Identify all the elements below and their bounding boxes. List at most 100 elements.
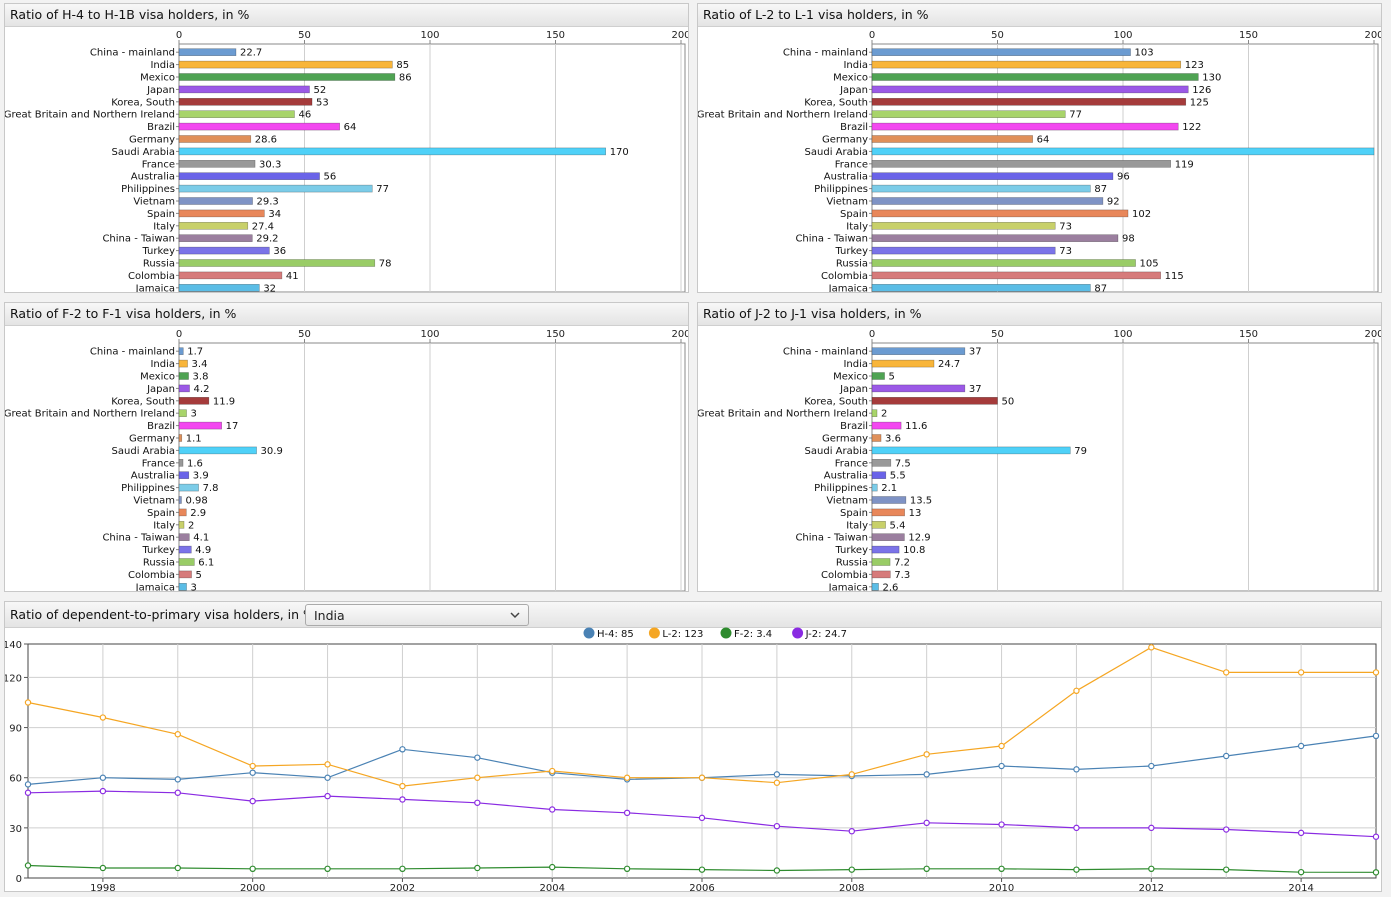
- data-point: [773, 779, 781, 786]
- country-select[interactable]: India: [305, 604, 529, 626]
- data-point: [1073, 766, 1080, 773]
- bar: [871, 160, 1171, 168]
- chart-title: Ratio of L-2 to L-1 visa holders, in %: [703, 7, 929, 22]
- plot-frame: [178, 43, 686, 292]
- data-label: 79: [1074, 446, 1087, 457]
- category-label: Saudi Arabia: [805, 446, 868, 457]
- data-point: [1297, 669, 1305, 676]
- bar: [178, 147, 607, 156]
- category-label: Saudi Arabia: [112, 147, 175, 158]
- bar: [871, 570, 891, 579]
- data-label: 10.8: [903, 545, 925, 556]
- x-tick-label: 150: [546, 30, 565, 41]
- data-label: 78: [379, 259, 392, 270]
- category-label: Germany: [822, 135, 868, 146]
- bar: [178, 172, 320, 180]
- data-label: 34: [268, 209, 281, 220]
- plot-frame: [871, 43, 1379, 292]
- legend-label: F-2: 3.4: [734, 629, 772, 640]
- data-point: [324, 865, 331, 873]
- data-point: [998, 865, 1005, 873]
- data-label: 4.2: [194, 384, 210, 395]
- f2-bar-chart: 0 50 100 150 200 China - mainland 1.7 India 3.4 M…: [5, 329, 688, 591]
- data-label: 5: [889, 372, 895, 383]
- bar: [178, 184, 373, 193]
- data-point: [623, 809, 631, 817]
- x-tick-label: 2010: [989, 883, 1014, 891]
- data-point: [698, 814, 706, 822]
- chevron-down-icon: [510, 612, 520, 619]
- chart-title: Ratio of dependent-to-primary visa holde…: [10, 607, 315, 622]
- x-tick-label: 200: [671, 30, 688, 41]
- x-tick-label: 2012: [1139, 883, 1164, 891]
- category-label: Saudi Arabia: [112, 446, 175, 457]
- category-label: Turkey: [834, 545, 868, 556]
- data-point: [549, 863, 556, 871]
- category-label: Colombia: [128, 570, 175, 581]
- category-label: Jamaica: [828, 283, 868, 292]
- category-label: China - Taiwan: [102, 533, 175, 544]
- data-label: 77: [1069, 110, 1082, 121]
- data-label: 2.1: [881, 483, 897, 494]
- data-point: [174, 864, 181, 872]
- data-point: [24, 699, 32, 706]
- panel-header: Ratio of J-2 to J-1 visa holders, in %: [698, 303, 1381, 326]
- category-label: Brazil: [840, 122, 868, 133]
- data-point: [623, 865, 631, 873]
- country-select-value: India: [314, 608, 345, 623]
- y-tick-label: 60: [9, 774, 22, 785]
- category-label: Australia: [824, 471, 868, 482]
- data-label: 122: [1182, 122, 1201, 133]
- bar: [871, 172, 1114, 180]
- data-label: 98: [1122, 234, 1135, 245]
- category-label: Colombia: [128, 271, 175, 282]
- x-tick-label: 50: [991, 30, 1004, 41]
- data-point: [174, 789, 181, 796]
- data-point: [399, 796, 406, 803]
- data-label: 102: [1132, 209, 1151, 220]
- category-label: Brazil: [147, 421, 175, 432]
- legend-marker: [720, 627, 732, 639]
- bar: [178, 259, 376, 267]
- data-point: [99, 774, 107, 781]
- bar: [871, 222, 1056, 230]
- bar: [178, 483, 199, 492]
- data-label: 87: [1094, 283, 1107, 292]
- y-tick-label: 0: [16, 874, 22, 885]
- data-label: 46: [298, 110, 311, 121]
- category-label: Jamaica: [135, 582, 175, 591]
- category-label: France: [142, 458, 175, 469]
- data-label: 73: [1059, 246, 1072, 257]
- data-label: 87: [1094, 184, 1107, 195]
- bar: [871, 397, 998, 405]
- data-label: 2: [188, 520, 194, 531]
- data-label: 3.4: [192, 359, 208, 370]
- data-label: 52: [314, 85, 327, 96]
- data-label: 5: [196, 570, 202, 581]
- category-label: Russia: [836, 558, 868, 569]
- x-tick-label: 1998: [90, 883, 115, 891]
- data-label: 37: [969, 384, 982, 395]
- bar: [178, 421, 222, 430]
- data-label: 7.5: [895, 458, 911, 469]
- data-label: 50: [1002, 396, 1015, 407]
- f2-chart-panel: Ratio of F-2 to F-1 visa holders, in % 0…: [4, 302, 689, 592]
- data-point: [1073, 866, 1080, 873]
- category-label: China - mainland: [90, 347, 175, 358]
- data-label: 7.3: [894, 570, 910, 581]
- y-tick-label: 120: [5, 673, 22, 684]
- bar: [871, 147, 1375, 156]
- category-label: Korea, South: [111, 97, 175, 108]
- panel-header: Ratio of dependent-to-primary visa holde…: [5, 602, 1381, 628]
- x-tick-label: 50: [991, 329, 1004, 340]
- data-point: [923, 819, 930, 827]
- category-label: Brazil: [147, 122, 175, 133]
- bar: [871, 384, 966, 393]
- bar: [871, 98, 1187, 106]
- data-point: [24, 781, 32, 788]
- category-label: Spain: [147, 209, 175, 220]
- category-label: Korea, South: [804, 97, 868, 108]
- data-point: [474, 774, 481, 781]
- data-point: [1297, 868, 1305, 876]
- data-point: [923, 771, 930, 778]
